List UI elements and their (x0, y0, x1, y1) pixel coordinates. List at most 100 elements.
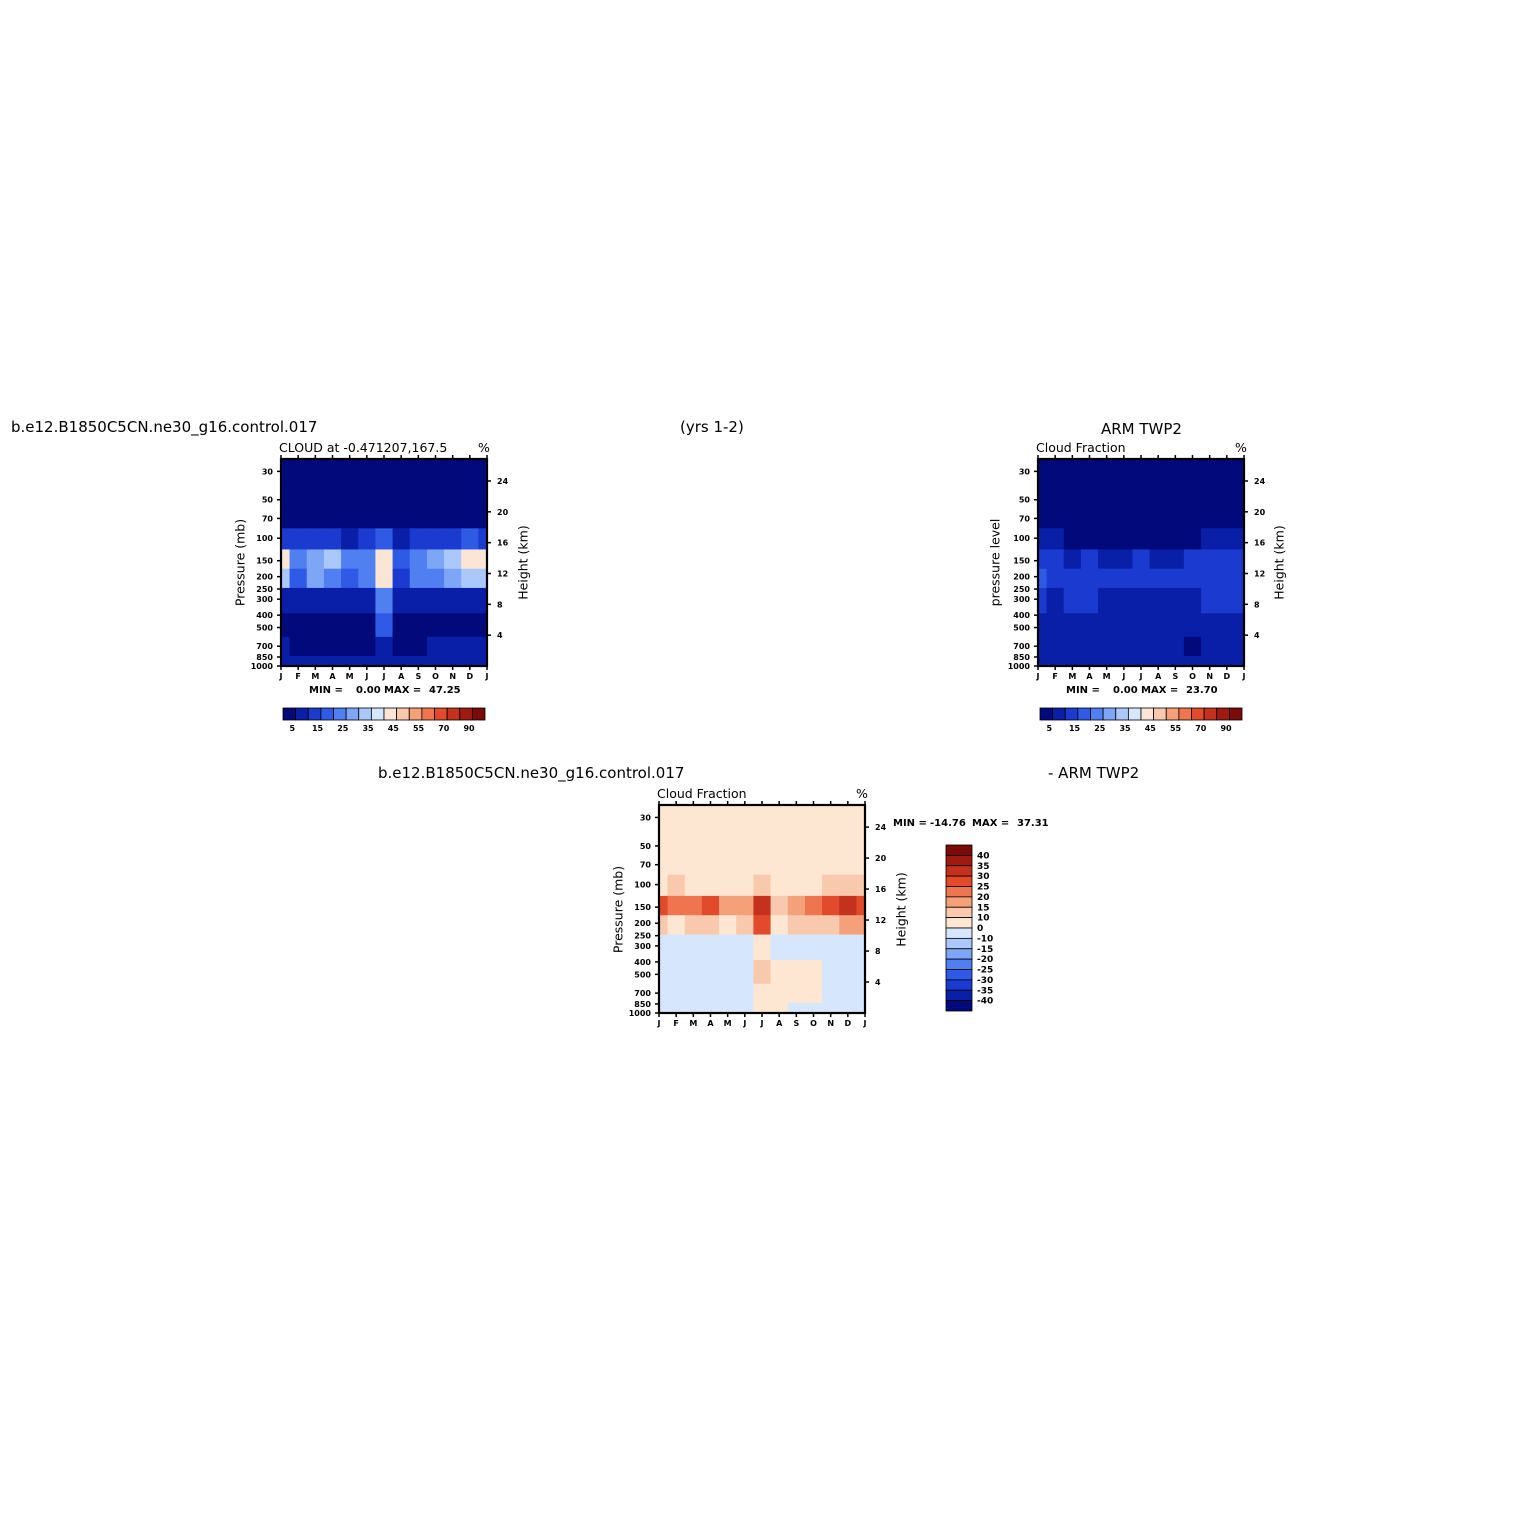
model-cell (392, 459, 411, 487)
obs-cell (1235, 509, 1245, 529)
obs-cell (1080, 509, 1099, 529)
obs-cell (1149, 528, 1168, 550)
diff-cell (667, 934, 686, 961)
diff-cell (856, 983, 866, 1004)
model-cell (426, 613, 445, 638)
model-colorbar-box (471, 707, 486, 721)
model-cell (341, 459, 359, 487)
obs-colorbar-box (1115, 707, 1129, 721)
diff-cell (787, 960, 806, 985)
model-x-tick-label: N (449, 672, 456, 681)
diff-cell (804, 960, 823, 985)
model-cell (444, 587, 462, 614)
diff-cell (787, 874, 806, 897)
model-cell (478, 485, 488, 510)
diff-colorbar-box (945, 969, 973, 981)
obs-cell (1115, 613, 1133, 638)
diff-cell (804, 915, 823, 936)
obs-cell (1235, 656, 1245, 667)
obs-x-tick-label: D (1224, 672, 1231, 681)
diff-y-tick-label: 850 (634, 1000, 651, 1009)
obs-colorbar-box (1153, 707, 1167, 721)
model-cell (306, 509, 325, 529)
model-x-tick-label: D (467, 672, 474, 681)
diff-cell (753, 1003, 772, 1014)
diff-cell (719, 915, 737, 936)
model-colorbar-box (383, 707, 398, 721)
model-cell (375, 613, 394, 638)
model-cell (461, 587, 479, 614)
obs-cell (1115, 459, 1133, 487)
model-cell (358, 485, 376, 510)
model-cell (426, 549, 445, 570)
diff-x-tick-label: N (827, 1019, 834, 1028)
model-cell (426, 568, 445, 589)
diff-cell (804, 983, 823, 1004)
model-cell (323, 587, 342, 614)
model-x-tick-label: J (364, 672, 368, 681)
diff-cell (839, 831, 857, 856)
obs-cell (1218, 656, 1236, 667)
model-cell (306, 485, 325, 510)
obs-cell (1098, 549, 1116, 570)
model-cell (323, 459, 342, 487)
diff-colorbar-label: 25 (977, 883, 990, 893)
model-cell (306, 549, 325, 570)
diff-colorbar-box (945, 875, 973, 887)
model-cell (444, 656, 462, 667)
model-cell (478, 656, 488, 667)
model-cell (444, 636, 462, 657)
obs-cell (1235, 636, 1245, 657)
obs-colorbar-label: 15 (1069, 724, 1081, 733)
diff-cell (770, 855, 789, 876)
diff-cell (770, 915, 789, 936)
obs-cell (1080, 613, 1099, 638)
diff-colorbar-label: 30 (977, 872, 990, 882)
obs-cell (1098, 656, 1116, 667)
model-colorbar-box (320, 707, 334, 721)
diff-cell (753, 915, 772, 936)
model-cell (289, 656, 308, 667)
model-cell (323, 549, 342, 570)
obs-cell (1132, 485, 1151, 510)
model-cell (289, 568, 308, 589)
obs-cell (1038, 485, 1048, 510)
model-cell (409, 568, 428, 589)
diff-cell (719, 1003, 737, 1014)
obs-cell (1183, 509, 1202, 529)
model-units: % (478, 440, 490, 455)
diff-cell (839, 895, 857, 916)
diff-cell (839, 915, 857, 936)
diff-units: % (856, 786, 868, 801)
model-cell (306, 459, 325, 487)
obs-cell (1046, 636, 1065, 657)
model-cell (375, 656, 394, 667)
diff-cell (753, 960, 772, 985)
obs-cell (1038, 528, 1048, 550)
obs-colorbar-box (1102, 707, 1117, 721)
obs-y-tick-label: 850 (1013, 653, 1030, 662)
diff-colorbar-label: -15 (977, 945, 993, 955)
model-cell (341, 636, 359, 657)
diff-plot-title: Cloud Fraction (657, 786, 747, 801)
obs-cell (1063, 568, 1082, 589)
model-colorbar-label: 5 (290, 724, 296, 733)
obs-cell (1149, 636, 1168, 657)
diff-cell (684, 874, 703, 897)
obs-cell (1098, 613, 1116, 638)
obs-cell (1183, 656, 1202, 667)
model-cell (392, 587, 411, 614)
diff-cell (667, 915, 686, 936)
obs-cell (1218, 636, 1236, 657)
diff-cell (736, 934, 754, 961)
obs-x-tick-label: J (1242, 672, 1246, 681)
obs-y-tick-label: 100 (1013, 534, 1030, 543)
diff-cell (659, 934, 669, 961)
diff-cell (787, 983, 806, 1004)
diff-cell (684, 915, 703, 936)
model-cell (478, 509, 488, 529)
obs-colorbar-box (1039, 707, 1054, 721)
diff-y2-tick-label: 24 (875, 823, 887, 832)
diff-cell (719, 934, 737, 961)
